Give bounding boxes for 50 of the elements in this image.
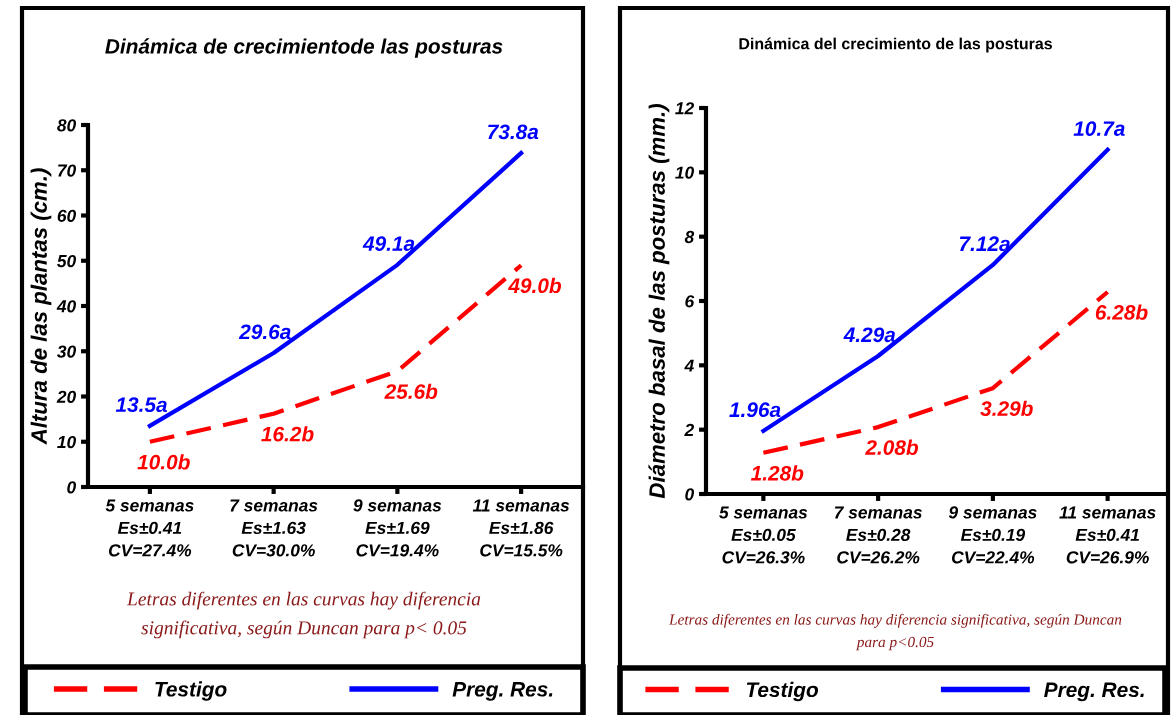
data-label: 73.8a — [488, 124, 539, 140]
x-tick-label: 11 semanas Es±1.86 CV=15.5% — [472, 499, 570, 557]
y-tick-label: 0 — [67, 481, 77, 494]
y-tick-label: 80 — [57, 119, 77, 132]
x-tick-label: 5 semanas Es±0.05 CV=26.3% — [719, 506, 808, 564]
data-label: 1.28b — [750, 465, 804, 481]
data-label: 16.2b — [261, 426, 314, 442]
data-label: 3.29b — [980, 400, 1033, 416]
y-axis-title: Diámetro basal de las posturas (mm.) — [648, 104, 670, 499]
y-axis-title: Altura de las plantas (cm.) — [30, 168, 52, 445]
data-label: 4.29a — [843, 327, 896, 343]
chart-title: Dinámica del crecimiento de las posturas — [739, 37, 1052, 53]
x-tick-label: 5 semanas Es±0.41 CV=27.4% — [105, 499, 194, 557]
data-label: 25.6b — [384, 383, 438, 399]
y-tick-label: 8 — [684, 230, 695, 244]
x-tick-label: 7 semanas Es±1.63 CV=30.0% — [230, 499, 318, 557]
legend-label: Testigo — [746, 681, 819, 702]
text: Letras diferentes en las curvas hay diferencia significativa, según Duncan para p< 0.05 — [126, 591, 481, 639]
legend-label: Testigo — [155, 681, 227, 701]
data-label: 6.28b — [1095, 304, 1148, 320]
chart-title: Dinámica de crecimientode las posturas — [105, 38, 503, 58]
y-tick-label: 4 — [684, 359, 694, 372]
data-label: 49.0b — [508, 277, 562, 294]
y-tick-label: 50 — [57, 254, 77, 268]
data-label: 7.12a — [959, 236, 1010, 252]
data-label: 10.0b — [137, 454, 190, 470]
y-tick-label: 60 — [57, 209, 77, 222]
x-tick-label: 11 semanas Es±0.41 CV=26.9% — [1059, 506, 1156, 564]
y-tick-label: 10 — [57, 435, 77, 449]
y-tick-label: 40 — [56, 300, 77, 313]
y-tick-label: 0 — [685, 488, 695, 501]
legend-label: Preg. Res. — [452, 682, 553, 701]
y-tick-label: 10 — [675, 166, 695, 179]
x-tick-label: 7 semanas Es±0.28 CV=26.2% — [834, 506, 922, 564]
y-tick-label: 30 — [57, 345, 77, 358]
y-tick-label: 12 — [675, 102, 695, 115]
data-label: 2.08b — [865, 439, 919, 455]
y-tick-label: 70 — [58, 164, 77, 177]
y-tick-label: 6 — [685, 295, 695, 308]
data-label: 10.7a — [1073, 121, 1125, 136]
data-label: 29.6a — [238, 324, 291, 340]
data-label: 49.1a — [362, 236, 415, 251]
y-tick-label: 20 — [56, 390, 77, 403]
data-label: 13.5a — [115, 397, 167, 413]
x-tick-label: 9 semanas Es±0.19 CV=22.4% — [948, 506, 1037, 564]
text: Letras diferentes en las curvas hay diferencia significativa, según Duncan para p<0.05 — [668, 613, 1122, 651]
y-tick-label: 2 — [684, 423, 695, 436]
x-tick-label: 9 semanas Es±1.69 CV=19.4% — [353, 499, 442, 557]
legend-label: Preg. Res. — [1044, 682, 1144, 702]
data-label: 1.96a — [729, 402, 781, 418]
